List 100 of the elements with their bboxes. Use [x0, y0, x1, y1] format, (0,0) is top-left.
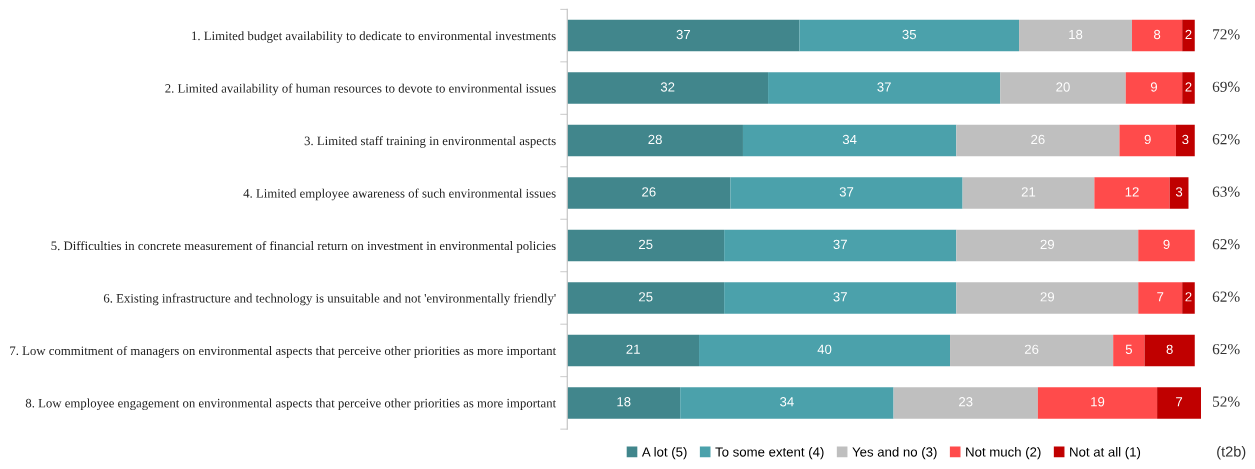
bar	[1132, 19, 1183, 52]
legend-label: Not much (2)	[966, 446, 1041, 460]
bar	[1169, 177, 1189, 209]
data-label: 34	[780, 397, 794, 407]
data-label: 34	[842, 134, 857, 145]
bar	[1182, 19, 1195, 52]
data-label: 3	[1175, 187, 1183, 197]
data-label: 40	[817, 344, 832, 354]
y-tick-label: 3. Limited staff training in environmental aspects	[304, 136, 556, 148]
data-label: 37	[833, 239, 847, 250]
bar	[567, 334, 700, 367]
bar	[1037, 387, 1158, 419]
y-tick-label: 5. Difficulties in concrete measurement of financial return on investment in environmental policies	[51, 240, 556, 253]
text: 63%	[1212, 186, 1240, 197]
legend-label: A lot (5)	[641, 446, 687, 460]
bar	[567, 229, 725, 262]
data-label: 26	[642, 187, 656, 197]
data-label: 26	[1031, 134, 1045, 145]
bar	[962, 177, 1095, 209]
text: 62%	[1212, 291, 1240, 302]
data-label: 8	[1166, 344, 1173, 354]
bar	[956, 282, 1139, 314]
bar	[1182, 72, 1195, 104]
data-label: 8	[1154, 29, 1161, 40]
text: 62%	[1212, 239, 1240, 250]
bar	[567, 124, 743, 157]
bar	[956, 124, 1120, 157]
text: 62%	[1212, 343, 1240, 355]
bar	[567, 282, 725, 314]
bar	[1019, 19, 1133, 52]
data-label: 2	[1185, 29, 1192, 40]
bar	[724, 229, 957, 262]
bar	[699, 334, 951, 367]
bar	[1125, 72, 1183, 104]
bar	[1144, 334, 1195, 367]
text: 69%	[1212, 81, 1240, 92]
data-label: 9	[1144, 134, 1151, 145]
bar	[742, 124, 957, 157]
data-label: 7	[1157, 292, 1164, 302]
text: 52%	[1213, 396, 1240, 407]
bar	[1138, 282, 1183, 314]
bar	[1175, 124, 1195, 157]
bar	[1094, 177, 1170, 209]
y-tick-label: 7. Low commitment of managers on environmental aspects that perceive other priorities as more important	[10, 345, 557, 358]
data-label: 18	[1069, 29, 1083, 40]
data-label: 20	[1056, 82, 1070, 92]
bar	[680, 387, 894, 419]
data-label: 9	[1163, 239, 1170, 250]
bar	[567, 177, 731, 209]
bar	[1000, 72, 1126, 104]
bar	[730, 177, 963, 209]
data-label: 37	[676, 29, 691, 40]
bar	[893, 387, 1038, 419]
legend-label: To some extent (4)	[715, 446, 824, 460]
data-label: 37	[839, 187, 854, 197]
data-label: 29	[1040, 239, 1055, 250]
data-label: 9	[1150, 82, 1158, 92]
y-tick-label: 1. Limited budget availability to dedicate to environmental investments	[192, 31, 556, 43]
bar	[1138, 229, 1195, 262]
data-label: 32	[660, 82, 675, 92]
data-label: 19	[1091, 397, 1105, 407]
data-label: 21	[626, 344, 640, 354]
bar	[799, 19, 1020, 52]
data-label: 21	[1021, 187, 1036, 197]
bar	[1119, 124, 1176, 157]
bar	[724, 282, 957, 314]
data-label: 35	[902, 29, 917, 40]
data-label: 37	[877, 82, 891, 92]
data-label: 25	[639, 239, 653, 250]
data-label: 5	[1125, 344, 1132, 354]
bar	[950, 334, 1114, 367]
data-label: 3	[1182, 134, 1189, 145]
text: 72%	[1213, 29, 1240, 40]
data-label: 28	[648, 134, 662, 145]
legend-label: Yes and no (3)	[852, 446, 937, 460]
y-tick-label: 6. Existing infrastructure and technology is unsuitable and not 'environmentally friendly'	[103, 293, 556, 306]
bar	[1157, 387, 1202, 419]
text: 62%	[1212, 134, 1240, 145]
y-tick-label: 8. Low employee engagement on environmental aspects that perceive other priorities as more important	[25, 398, 557, 411]
bar	[1182, 282, 1195, 314]
legend-label: Not at all (1)	[1070, 446, 1141, 460]
bar	[567, 72, 769, 104]
y-tick-label: 4. Limited employee awareness of such environmental issues	[243, 188, 556, 201]
data-label: 2	[1185, 292, 1192, 302]
bar	[768, 72, 1001, 104]
data-label: 26	[1024, 344, 1039, 354]
bar	[956, 229, 1139, 262]
bar	[567, 19, 800, 52]
data-label: 37	[833, 292, 847, 302]
data-label: 2	[1185, 82, 1192, 92]
data-label: 7	[1176, 397, 1183, 407]
data-label: 12	[1125, 187, 1139, 197]
data-label: 18	[617, 397, 631, 407]
y-tick-label: 2. Limited availability of human resources to devote to environmental issues	[165, 83, 556, 96]
bar	[1113, 334, 1145, 367]
bar	[567, 387, 681, 419]
text: (t2b)	[1217, 446, 1246, 460]
data-label: 29	[1040, 292, 1055, 302]
data-label: 25	[639, 292, 653, 302]
data-label: 23	[959, 397, 973, 407]
